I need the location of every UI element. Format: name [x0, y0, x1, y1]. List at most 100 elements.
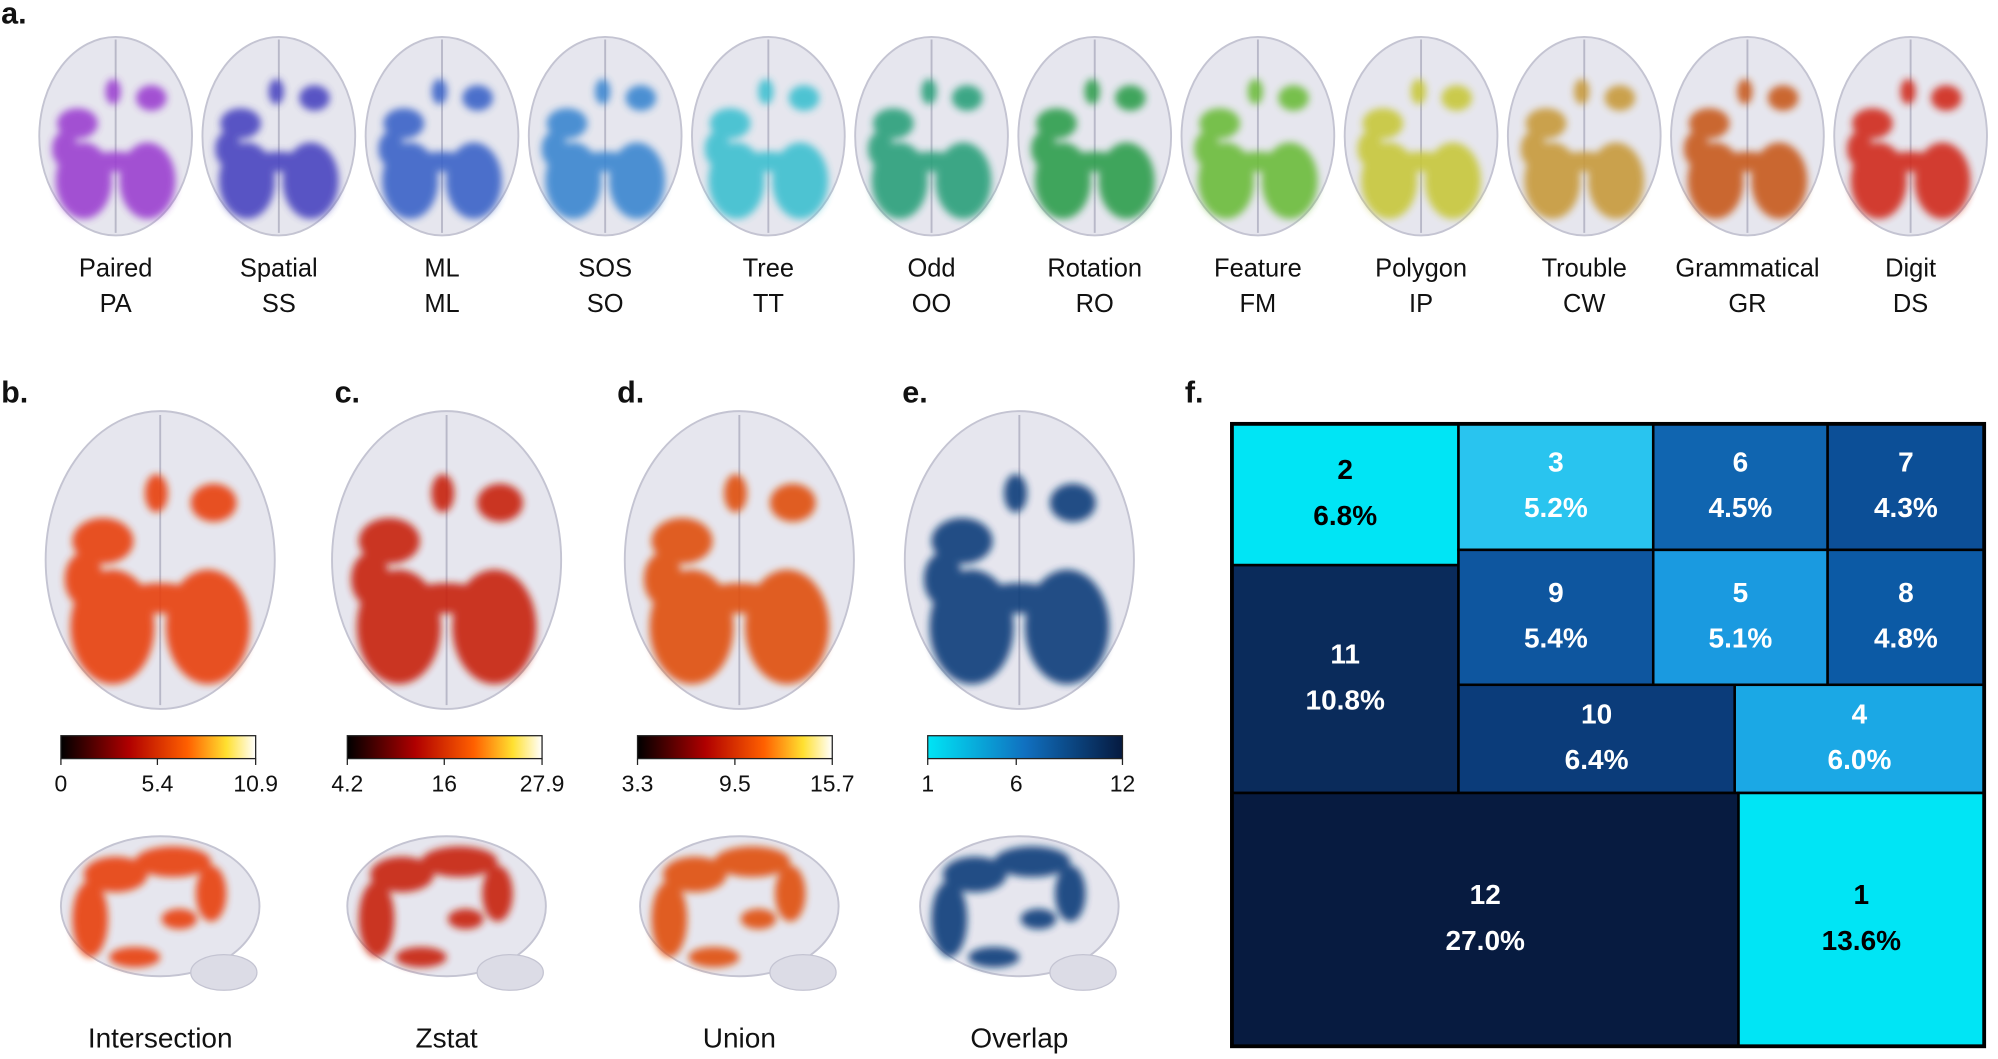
blob: [906, 151, 957, 172]
colorbar-tick-label: 12: [1110, 770, 1135, 796]
cell-id: 7: [1898, 446, 1914, 477]
blob: [713, 846, 791, 877]
brain-axial: [854, 35, 1009, 237]
blob: [52, 131, 78, 167]
brain-axial: [1506, 35, 1662, 237]
blob: [931, 880, 968, 958]
blob: [1441, 85, 1472, 111]
blob: [1574, 78, 1590, 105]
activation: [1683, 78, 1808, 219]
blob: [1069, 151, 1121, 172]
blob: [1357, 131, 1383, 167]
blob: [1721, 151, 1773, 172]
blob: [968, 946, 1020, 968]
activation: [1520, 78, 1645, 219]
activation: [1357, 78, 1481, 219]
task-code: OO: [912, 290, 952, 318]
blob: [1084, 78, 1100, 105]
task-code: RO: [1076, 290, 1114, 318]
cell-share: 5.2%: [1524, 492, 1588, 523]
task-name: Odd: [907, 255, 955, 283]
blob: [1846, 131, 1873, 167]
treemap-cell: [1737, 791, 1986, 1048]
blob: [358, 518, 420, 564]
panel-label: a.: [1, 0, 26, 30]
blob: [724, 474, 747, 513]
brain-axial: [903, 410, 1135, 710]
blob: [625, 85, 657, 111]
blob: [1232, 151, 1284, 172]
blob: [688, 946, 740, 968]
blob: [462, 85, 493, 111]
brain-axial: [527, 35, 683, 237]
brain-axial: [44, 410, 276, 710]
blob: [1194, 131, 1220, 167]
activation: [651, 846, 806, 968]
activation: [1031, 78, 1155, 219]
brain-lateral: [919, 835, 1120, 991]
blob: [774, 865, 806, 922]
task-name: ML: [424, 255, 459, 283]
activation: [64, 474, 250, 685]
colorbar-tick-label: 9.5: [719, 770, 751, 796]
blob: [195, 865, 227, 922]
blob: [105, 78, 121, 105]
blob: [134, 846, 212, 877]
task-code: GR: [1728, 290, 1766, 318]
blob: [1049, 483, 1096, 522]
brain-axial: [364, 35, 520, 237]
cell-share: 4.3%: [1874, 492, 1938, 523]
colorbar-tick-label: 15.7: [810, 770, 855, 796]
blob: [477, 483, 523, 522]
panel-label: c.: [335, 376, 360, 410]
blob: [136, 85, 167, 111]
blob: [253, 151, 305, 172]
cell-share: 6.8%: [1313, 500, 1377, 531]
blob: [651, 518, 713, 564]
blob: [942, 856, 1007, 893]
cerebellum: [1049, 953, 1117, 991]
blob: [1036, 108, 1077, 139]
blob: [788, 85, 820, 111]
task-code: CW: [1563, 290, 1605, 318]
blob: [64, 552, 103, 606]
task-name: Spatial: [240, 255, 318, 283]
blob: [57, 108, 98, 139]
cell-id: 8: [1898, 577, 1914, 608]
treemap-cell: [1826, 548, 1986, 687]
cell-id: 3: [1548, 446, 1564, 477]
brain-axial: [1343, 35, 1499, 237]
blob: [1558, 151, 1610, 172]
blob: [268, 78, 284, 105]
blob: [109, 946, 161, 968]
blob: [662, 856, 727, 893]
blob: [1683, 131, 1710, 167]
panel-caption: Zstat: [415, 1022, 477, 1053]
blob: [378, 131, 404, 167]
cell-id: 4: [1852, 698, 1868, 729]
blob: [1900, 78, 1916, 105]
blob: [421, 846, 498, 877]
cell-share: 10.8%: [1306, 684, 1385, 715]
blob: [546, 108, 588, 139]
cell-id: 10: [1581, 698, 1612, 729]
cell-share: 5.4%: [1524, 623, 1588, 654]
blob: [144, 474, 168, 513]
blob: [190, 483, 237, 522]
panel-label: d.: [617, 376, 644, 410]
blob: [742, 151, 794, 172]
brain-lateral: [59, 835, 261, 991]
task-code: TT: [753, 290, 784, 318]
task-code: IP: [1409, 290, 1433, 318]
activation: [1194, 78, 1318, 219]
blob: [921, 78, 937, 105]
blob: [769, 483, 816, 522]
activation: [351, 474, 537, 685]
blob: [579, 151, 631, 172]
brain-lateral: [346, 835, 547, 991]
panel-label: e.: [902, 376, 927, 410]
activation: [923, 474, 1110, 685]
blob: [1767, 85, 1799, 111]
blob: [704, 131, 731, 167]
